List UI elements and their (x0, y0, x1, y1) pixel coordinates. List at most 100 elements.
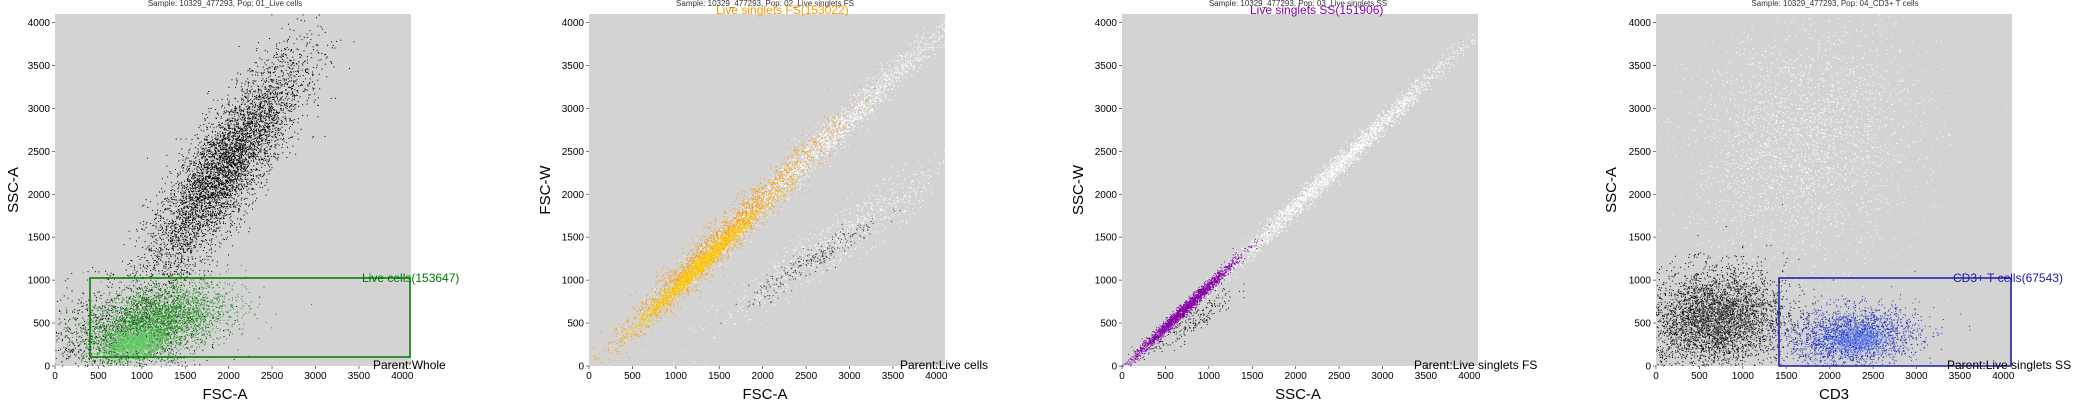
event-point (173, 197, 174, 198)
event-point (256, 111, 257, 112)
event-point (270, 79, 271, 80)
event-point (151, 243, 152, 244)
event-point (230, 194, 231, 195)
event-point (248, 118, 249, 119)
event-point (234, 147, 235, 148)
event-point (181, 227, 182, 228)
event-point (264, 127, 265, 128)
event-point (270, 76, 271, 77)
event-point (230, 133, 231, 134)
event-point (277, 134, 278, 135)
event-point (220, 218, 221, 219)
event-point (312, 81, 313, 82)
event-point (192, 171, 193, 172)
event-point (244, 186, 245, 187)
event-point (213, 192, 214, 193)
event-point (161, 226, 162, 227)
event-point (307, 60, 308, 61)
event-point (298, 106, 299, 107)
event-point (146, 227, 147, 228)
event-point (232, 188, 233, 189)
event-point (175, 244, 176, 245)
event-point (187, 186, 188, 187)
event-point (302, 104, 303, 105)
event-point (216, 203, 217, 204)
event-point (271, 164, 272, 165)
event-point (202, 191, 203, 192)
event-point (316, 17, 317, 18)
event-point (160, 251, 161, 252)
event-point (196, 191, 197, 192)
event-point (276, 137, 277, 138)
event-point (242, 163, 243, 164)
event-point (260, 118, 261, 119)
event-point (212, 131, 213, 132)
event-point (218, 159, 219, 160)
event-point (174, 228, 175, 229)
event-point (153, 262, 154, 263)
event-point (186, 230, 187, 231)
event-point (219, 213, 220, 214)
event-point (179, 153, 180, 154)
event-point (223, 113, 224, 114)
event-point (265, 141, 266, 142)
event-point (230, 155, 231, 156)
event-point (191, 197, 192, 198)
event-point (261, 183, 262, 184)
event-point (238, 154, 239, 155)
event-point (313, 74, 314, 75)
event-point (265, 88, 266, 89)
event-point (209, 149, 210, 150)
event-point (214, 173, 215, 174)
event-point (238, 185, 239, 186)
event-point (241, 165, 242, 166)
event-point (276, 113, 277, 114)
event-point (291, 88, 292, 89)
event-point (248, 182, 249, 183)
event-point (251, 153, 252, 154)
event-point (216, 126, 217, 127)
event-point (231, 142, 232, 143)
event-point (185, 245, 186, 246)
event-point (188, 261, 189, 262)
event-point (185, 162, 186, 163)
event-point (167, 244, 168, 245)
event-point (212, 186, 213, 187)
event-point (281, 97, 282, 98)
event-point (244, 109, 245, 110)
event-point (264, 115, 265, 116)
event-point (224, 149, 225, 150)
event-point (209, 151, 210, 152)
event-point (201, 169, 202, 170)
event-point (235, 136, 236, 137)
event-point (200, 212, 201, 213)
event-point (203, 156, 204, 157)
event-point (237, 171, 238, 172)
event-point (201, 164, 202, 165)
event-point (289, 87, 290, 88)
event-point (282, 59, 283, 60)
event-point (147, 265, 148, 266)
event-point (280, 124, 281, 125)
event-point (238, 151, 239, 152)
event-point (301, 20, 302, 21)
event-point (204, 233, 205, 234)
event-point (276, 122, 277, 123)
event-point (222, 189, 223, 190)
event-point (254, 118, 255, 119)
event-point (304, 50, 305, 51)
event-point (230, 232, 231, 233)
event-point (227, 154, 228, 155)
event-point (184, 200, 185, 201)
event-point (248, 148, 249, 149)
event-point (228, 174, 229, 175)
event-point (211, 229, 212, 230)
event-point (177, 253, 178, 254)
event-point (213, 195, 214, 196)
event-point (218, 210, 219, 211)
event-point (288, 92, 289, 93)
event-point (180, 211, 181, 212)
event-point (172, 202, 173, 203)
event-point (222, 132, 223, 133)
event-point (271, 103, 272, 104)
